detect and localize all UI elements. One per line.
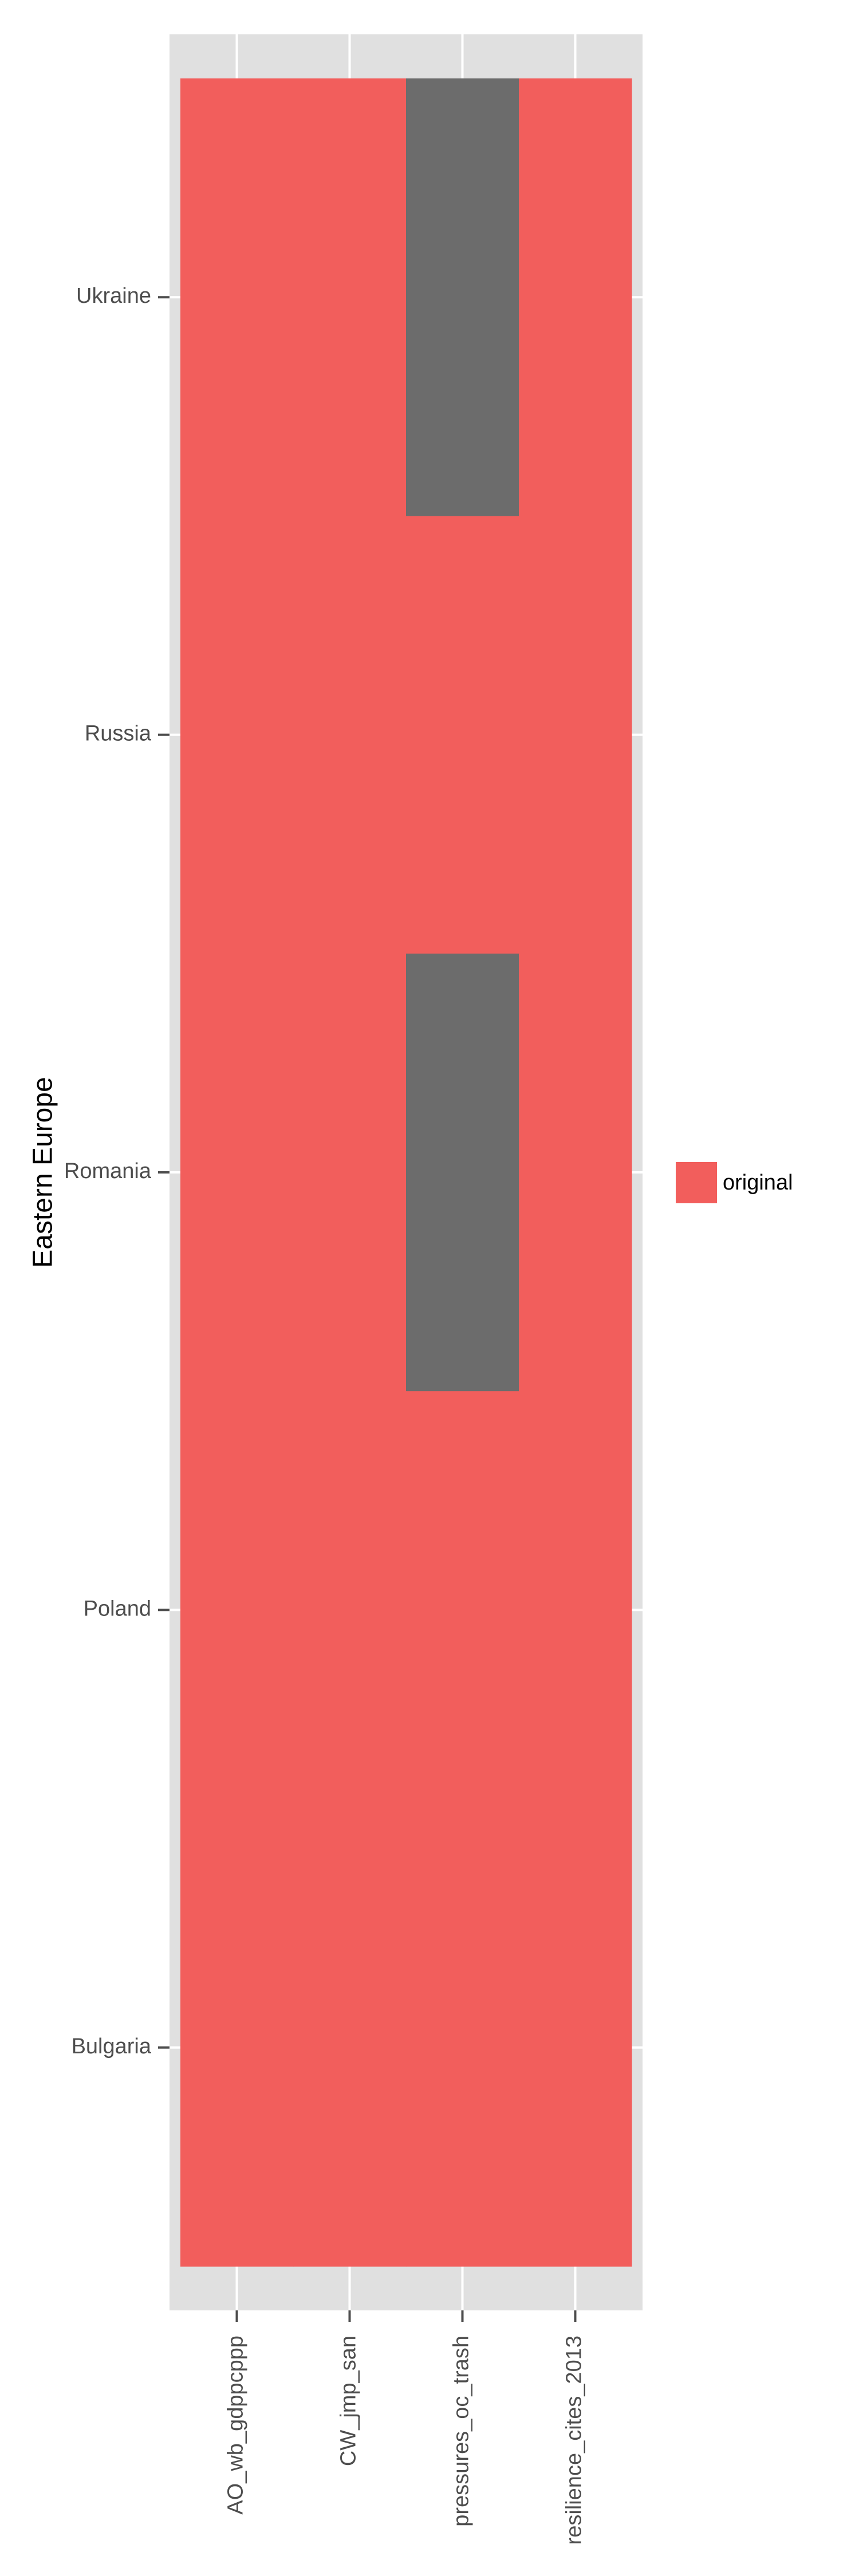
heatmap-cell-ukraine-2 — [406, 78, 519, 516]
heatmap-cell-russia-1 — [293, 516, 407, 954]
heatmap-cell-ukraine-0 — [180, 78, 294, 516]
heatmap-cell-bulgaria-2 — [406, 1828, 519, 2267]
heatmap-cell-romania-2 — [406, 953, 519, 1392]
heatmap-cell-poland-0 — [180, 1391, 294, 1830]
heatmap-cell-bulgaria-3 — [519, 1828, 632, 2267]
x-tick-label: pressures_oc_trash — [450, 2336, 474, 2527]
heatmap-cell-poland-2 — [406, 1391, 519, 1830]
y-tick-label: Ukraine — [76, 284, 151, 308]
x-axis: AO_wb_gdppcppp CW_jmp_san pressures_oc_tra… — [224, 2310, 586, 2545]
y-axis-title: Eastern Europe — [28, 1077, 58, 1268]
heatmap-cells — [180, 78, 632, 2267]
legend-key-0 — [676, 1162, 717, 1203]
y-axis: Ukraine Russia Romania Poland Bulgaria — [64, 284, 170, 2059]
heatmap-cell-ukraine-1 — [293, 78, 407, 516]
heatmap-cell-russia-0 — [180, 516, 294, 954]
heatmap-cell-poland-3 — [519, 1391, 632, 1830]
y-tick-label: Poland — [84, 1597, 151, 1621]
heatmap-cell-russia-3 — [519, 516, 632, 954]
x-tick-label: resilience_cites_2013 — [562, 2336, 586, 2545]
heatmap-cell-romania-3 — [519, 953, 632, 1392]
heatmap-cell-romania-0 — [180, 953, 294, 1392]
heatmap-cell-russia-2 — [406, 516, 519, 954]
legend-label: original — [723, 1171, 793, 1195]
x-tick-label: CW_jmp_san — [337, 2336, 361, 2466]
heatmap-cell-ukraine-3 — [519, 78, 632, 516]
y-tick-label: Russia — [85, 722, 152, 746]
heatmap-cell-bulgaria-0 — [180, 1828, 294, 2267]
heatmap-cell-bulgaria-1 — [293, 1828, 407, 2267]
y-tick-label: Romania — [64, 1159, 152, 1183]
x-tick-label: AO_wb_gdppcppp — [224, 2336, 248, 2515]
legend: original — [676, 1162, 793, 1203]
heatmap-cell-romania-1 — [293, 953, 407, 1392]
heatmap-cell-poland-1 — [293, 1391, 407, 1830]
y-tick-label: Bulgaria — [72, 2034, 152, 2059]
